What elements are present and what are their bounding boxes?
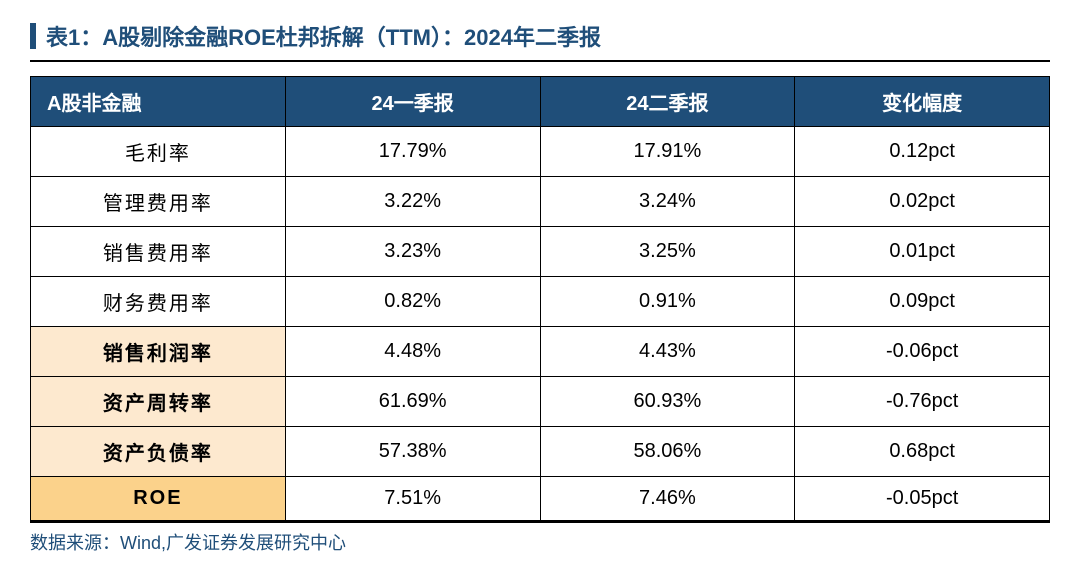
row-value: 3.23% xyxy=(285,227,540,277)
row-value: 17.91% xyxy=(540,127,795,177)
row-value: -0.06pct xyxy=(795,327,1050,377)
col-header-q1: 24一季报 xyxy=(285,77,540,127)
table-header-row: A股非金融 24一季报 24二季报 变化幅度 xyxy=(31,77,1050,127)
table-title: 表1：A股剔除金融ROE杜邦拆解（TTM）：2024年二季报 xyxy=(46,20,601,52)
title-accent-bar xyxy=(30,23,36,49)
col-header-metric: A股非金融 xyxy=(31,77,286,127)
col-header-q2: 24二季报 xyxy=(540,77,795,127)
row-value: 58.06% xyxy=(540,427,795,477)
row-value: 3.22% xyxy=(285,177,540,227)
col-header-change: 变化幅度 xyxy=(795,77,1050,127)
footer-divider xyxy=(30,521,1050,523)
row-value: 0.82% xyxy=(285,277,540,327)
row-value: 57.38% xyxy=(285,427,540,477)
row-value: 4.48% xyxy=(285,327,540,377)
table-row: 财务费用率0.82%0.91%0.09pct xyxy=(31,277,1050,327)
title-row: 表1：A股剔除金融ROE杜邦拆解（TTM）：2024年二季报 xyxy=(30,20,1050,52)
table-row: 毛利率17.79%17.91%0.12pct xyxy=(31,127,1050,177)
dupont-table: A股非金融 24一季报 24二季报 变化幅度 毛利率17.79%17.91%0.… xyxy=(30,76,1050,521)
table-row: 资产周转率61.69%60.93%-0.76pct xyxy=(31,377,1050,427)
table-row: 销售费用率3.23%3.25%0.01pct xyxy=(31,227,1050,277)
table-row: 资产负债率57.38%58.06%0.68pct xyxy=(31,427,1050,477)
row-value: 61.69% xyxy=(285,377,540,427)
row-value: 0.12pct xyxy=(795,127,1050,177)
row-value: 0.68pct xyxy=(795,427,1050,477)
row-value: 3.24% xyxy=(540,177,795,227)
row-label: 毛利率 xyxy=(31,127,286,177)
table-row: 管理费用率3.22%3.24%0.02pct xyxy=(31,177,1050,227)
row-label: 资产负债率 xyxy=(31,427,286,477)
row-value: 17.79% xyxy=(285,127,540,177)
row-value: 3.25% xyxy=(540,227,795,277)
row-label: 管理费用率 xyxy=(31,177,286,227)
row-label: 资产周转率 xyxy=(31,377,286,427)
row-value: 7.51% xyxy=(285,477,540,521)
row-value: -0.76pct xyxy=(795,377,1050,427)
row-value: 0.02pct xyxy=(795,177,1050,227)
row-label: 销售利润率 xyxy=(31,327,286,377)
row-label: ROE xyxy=(31,477,286,521)
row-label: 财务费用率 xyxy=(31,277,286,327)
row-label: 销售费用率 xyxy=(31,227,286,277)
row-value: 60.93% xyxy=(540,377,795,427)
row-value: 0.91% xyxy=(540,277,795,327)
source-text: 数据来源：Wind,广发证券发展研究中心 xyxy=(30,529,1050,555)
table-body: 毛利率17.79%17.91%0.12pct管理费用率3.22%3.24%0.0… xyxy=(31,127,1050,521)
row-value: 0.09pct xyxy=(795,277,1050,327)
table-row: 销售利润率4.48%4.43%-0.06pct xyxy=(31,327,1050,377)
title-divider xyxy=(30,60,1050,62)
table-row: ROE7.51%7.46%-0.05pct xyxy=(31,477,1050,521)
row-value: 0.01pct xyxy=(795,227,1050,277)
row-value: -0.05pct xyxy=(795,477,1050,521)
row-value: 4.43% xyxy=(540,327,795,377)
row-value: 7.46% xyxy=(540,477,795,521)
